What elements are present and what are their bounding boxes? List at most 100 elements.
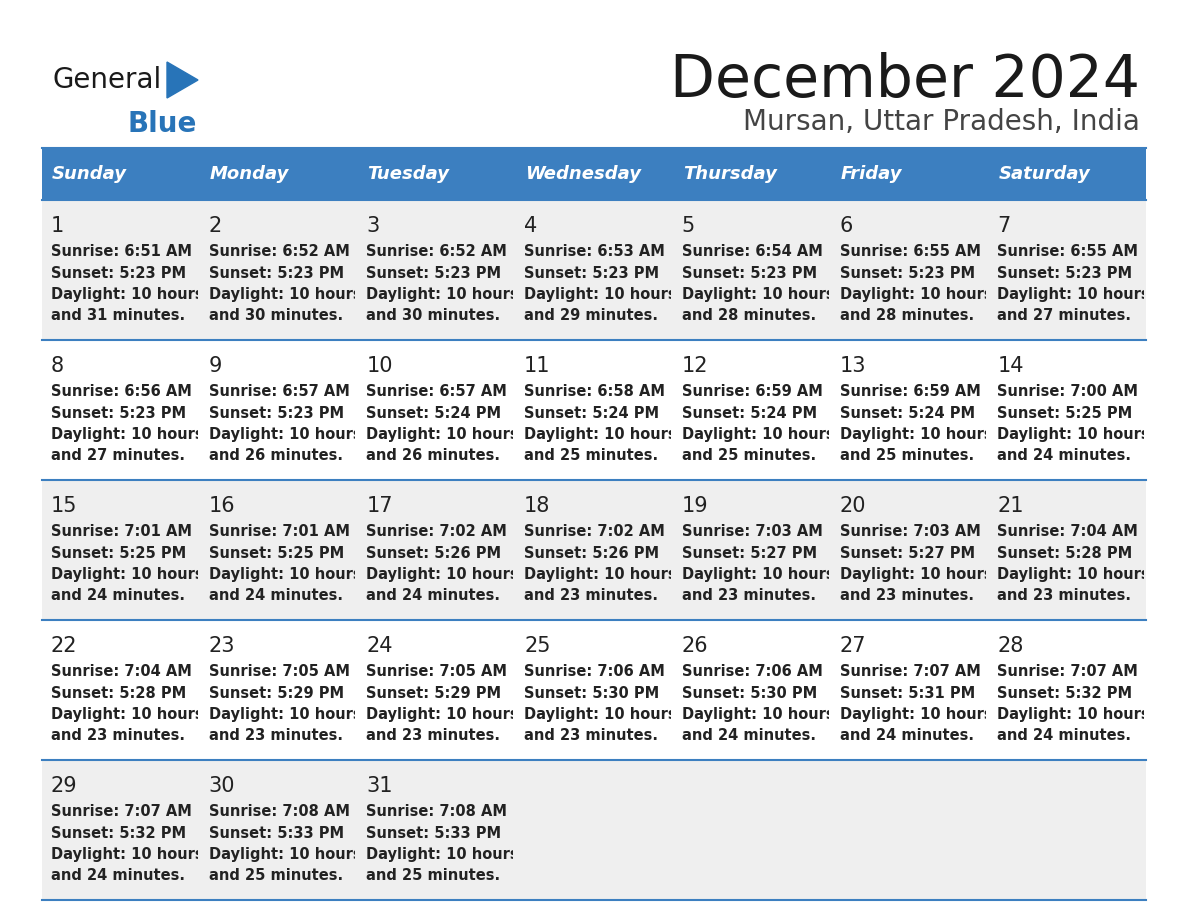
Text: Sunrise: 6:58 AM: Sunrise: 6:58 AM xyxy=(524,385,665,399)
Text: and 25 minutes.: and 25 minutes. xyxy=(209,868,343,882)
Text: Sunset: 5:23 PM: Sunset: 5:23 PM xyxy=(366,265,501,281)
Text: 22: 22 xyxy=(51,636,77,656)
Text: Sunset: 5:26 PM: Sunset: 5:26 PM xyxy=(366,545,501,561)
Text: Sunrise: 6:54 AM: Sunrise: 6:54 AM xyxy=(682,244,823,260)
Text: Sunset: 5:23 PM: Sunset: 5:23 PM xyxy=(209,265,343,281)
Text: and 27 minutes.: and 27 minutes. xyxy=(997,308,1131,322)
Text: Sunrise: 7:01 AM: Sunrise: 7:01 AM xyxy=(51,524,192,540)
Text: Monday: Monday xyxy=(210,165,289,183)
Text: and 25 minutes.: and 25 minutes. xyxy=(366,868,500,882)
Text: and 26 minutes.: and 26 minutes. xyxy=(209,447,342,463)
Text: 18: 18 xyxy=(524,496,550,516)
Text: 13: 13 xyxy=(840,356,866,376)
Text: and 24 minutes.: and 24 minutes. xyxy=(997,727,1131,743)
Text: Wednesday: Wednesday xyxy=(525,165,642,183)
Text: Sunrise: 7:04 AM: Sunrise: 7:04 AM xyxy=(51,665,192,679)
Text: Sunrise: 6:59 AM: Sunrise: 6:59 AM xyxy=(840,385,980,399)
Text: Daylight: 10 hours: Daylight: 10 hours xyxy=(209,566,361,581)
Text: 17: 17 xyxy=(366,496,393,516)
Text: Daylight: 10 hours: Daylight: 10 hours xyxy=(51,846,203,861)
Text: and 24 minutes.: and 24 minutes. xyxy=(997,447,1131,463)
Text: Sunrise: 6:59 AM: Sunrise: 6:59 AM xyxy=(682,385,823,399)
Text: Daylight: 10 hours: Daylight: 10 hours xyxy=(997,286,1150,301)
Text: Sunset: 5:24 PM: Sunset: 5:24 PM xyxy=(366,406,501,420)
Text: Sunset: 5:32 PM: Sunset: 5:32 PM xyxy=(51,825,187,841)
Text: 27: 27 xyxy=(840,636,866,656)
Text: Sunrise: 7:03 AM: Sunrise: 7:03 AM xyxy=(682,524,823,540)
Text: Sunset: 5:23 PM: Sunset: 5:23 PM xyxy=(209,406,343,420)
Text: Sunday: Sunday xyxy=(52,165,127,183)
Text: 28: 28 xyxy=(997,636,1024,656)
Text: 6: 6 xyxy=(840,216,853,236)
Text: Daylight: 10 hours: Daylight: 10 hours xyxy=(524,566,677,581)
Text: and 25 minutes.: and 25 minutes. xyxy=(840,447,974,463)
Text: Daylight: 10 hours: Daylight: 10 hours xyxy=(51,286,203,301)
Text: Sunrise: 6:55 AM: Sunrise: 6:55 AM xyxy=(840,244,980,260)
Text: and 24 minutes.: and 24 minutes. xyxy=(366,588,500,602)
Text: Daylight: 10 hours: Daylight: 10 hours xyxy=(682,566,834,581)
Text: Sunset: 5:25 PM: Sunset: 5:25 PM xyxy=(997,406,1132,420)
Text: Sunset: 5:29 PM: Sunset: 5:29 PM xyxy=(209,686,343,700)
Text: and 25 minutes.: and 25 minutes. xyxy=(682,447,816,463)
Text: Sunrise: 6:53 AM: Sunrise: 6:53 AM xyxy=(524,244,665,260)
Text: 20: 20 xyxy=(840,496,866,516)
Text: 4: 4 xyxy=(524,216,537,236)
Text: 12: 12 xyxy=(682,356,708,376)
Text: Daylight: 10 hours: Daylight: 10 hours xyxy=(840,286,992,301)
Text: Daylight: 10 hours: Daylight: 10 hours xyxy=(682,427,834,442)
Text: Sunrise: 7:08 AM: Sunrise: 7:08 AM xyxy=(366,804,507,820)
Text: 31: 31 xyxy=(366,776,393,796)
Text: Daylight: 10 hours: Daylight: 10 hours xyxy=(997,707,1150,722)
Text: 11: 11 xyxy=(524,356,551,376)
Text: December 2024: December 2024 xyxy=(670,52,1140,109)
Text: Sunrise: 7:05 AM: Sunrise: 7:05 AM xyxy=(209,665,349,679)
Text: Daylight: 10 hours: Daylight: 10 hours xyxy=(366,566,519,581)
Text: Daylight: 10 hours: Daylight: 10 hours xyxy=(51,427,203,442)
Text: Sunrise: 7:00 AM: Sunrise: 7:00 AM xyxy=(997,385,1138,399)
Bar xyxy=(42,760,1146,900)
Text: and 25 minutes.: and 25 minutes. xyxy=(524,447,658,463)
Text: 26: 26 xyxy=(682,636,708,656)
Text: Sunrise: 7:01 AM: Sunrise: 7:01 AM xyxy=(209,524,349,540)
Text: Sunrise: 7:02 AM: Sunrise: 7:02 AM xyxy=(366,524,507,540)
Text: Mursan, Uttar Pradesh, India: Mursan, Uttar Pradesh, India xyxy=(744,108,1140,136)
Text: Sunset: 5:32 PM: Sunset: 5:32 PM xyxy=(997,686,1132,700)
Text: Daylight: 10 hours: Daylight: 10 hours xyxy=(840,707,992,722)
Text: 23: 23 xyxy=(209,636,235,656)
Text: Sunset: 5:31 PM: Sunset: 5:31 PM xyxy=(840,686,975,700)
Text: Saturday: Saturday xyxy=(998,165,1091,183)
Polygon shape xyxy=(168,62,198,98)
Text: Sunset: 5:27 PM: Sunset: 5:27 PM xyxy=(840,545,974,561)
Text: Sunrise: 6:52 AM: Sunrise: 6:52 AM xyxy=(209,244,349,260)
Text: 9: 9 xyxy=(209,356,222,376)
Text: Daylight: 10 hours: Daylight: 10 hours xyxy=(209,427,361,442)
Text: Sunset: 5:33 PM: Sunset: 5:33 PM xyxy=(366,825,501,841)
Text: and 31 minutes.: and 31 minutes. xyxy=(51,308,185,322)
Text: Sunrise: 7:08 AM: Sunrise: 7:08 AM xyxy=(209,804,349,820)
Text: Sunrise: 7:06 AM: Sunrise: 7:06 AM xyxy=(682,665,823,679)
Text: Daylight: 10 hours: Daylight: 10 hours xyxy=(840,566,992,581)
Text: and 24 minutes.: and 24 minutes. xyxy=(682,727,816,743)
Text: 19: 19 xyxy=(682,496,708,516)
Text: Daylight: 10 hours: Daylight: 10 hours xyxy=(51,707,203,722)
Text: Sunset: 5:25 PM: Sunset: 5:25 PM xyxy=(51,545,187,561)
Text: Daylight: 10 hours: Daylight: 10 hours xyxy=(209,707,361,722)
Text: Sunrise: 7:07 AM: Sunrise: 7:07 AM xyxy=(840,665,980,679)
Text: Daylight: 10 hours: Daylight: 10 hours xyxy=(997,566,1150,581)
Text: 25: 25 xyxy=(524,636,551,656)
Text: Sunset: 5:23 PM: Sunset: 5:23 PM xyxy=(840,265,974,281)
Text: 14: 14 xyxy=(997,356,1024,376)
Text: Sunrise: 6:56 AM: Sunrise: 6:56 AM xyxy=(51,385,192,399)
Text: Sunset: 5:28 PM: Sunset: 5:28 PM xyxy=(51,686,187,700)
Text: and 24 minutes.: and 24 minutes. xyxy=(51,588,185,602)
Text: Sunset: 5:29 PM: Sunset: 5:29 PM xyxy=(366,686,501,700)
Text: Daylight: 10 hours: Daylight: 10 hours xyxy=(366,286,519,301)
Text: Sunrise: 6:55 AM: Sunrise: 6:55 AM xyxy=(997,244,1138,260)
Text: 1: 1 xyxy=(51,216,64,236)
Text: Sunset: 5:33 PM: Sunset: 5:33 PM xyxy=(209,825,343,841)
Text: 24: 24 xyxy=(366,636,393,656)
Text: and 28 minutes.: and 28 minutes. xyxy=(682,308,816,322)
Text: 7: 7 xyxy=(997,216,1011,236)
Text: Daylight: 10 hours: Daylight: 10 hours xyxy=(51,566,203,581)
Text: 2: 2 xyxy=(209,216,222,236)
